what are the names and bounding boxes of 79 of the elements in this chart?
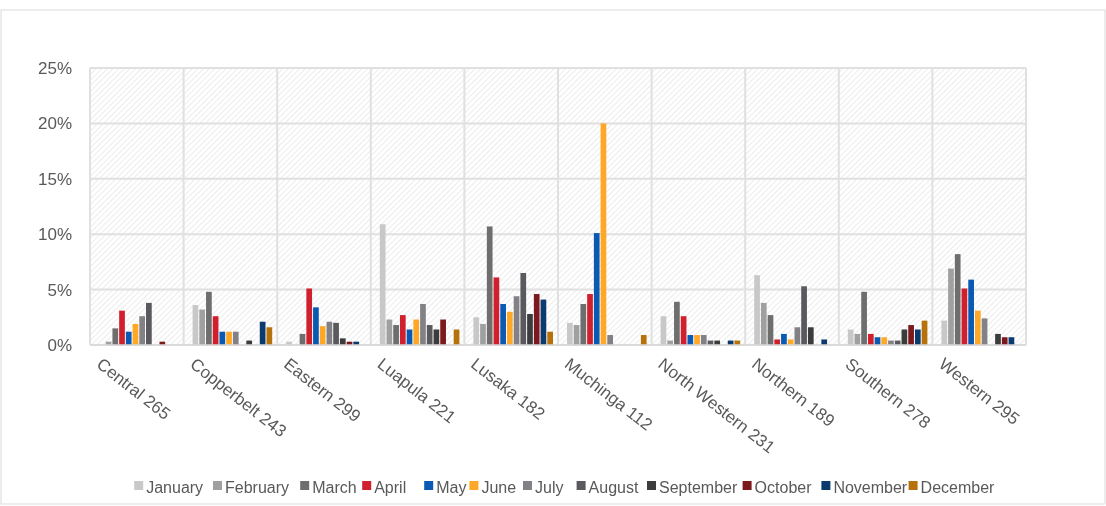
legend-label: April bbox=[374, 478, 407, 496]
y-tick-label: 15% bbox=[37, 169, 72, 189]
legend-label: February bbox=[225, 478, 290, 496]
bar bbox=[674, 301, 680, 345]
bar bbox=[413, 319, 420, 345]
bar bbox=[520, 272, 527, 345]
bar bbox=[506, 311, 513, 345]
bar bbox=[694, 335, 700, 345]
legend-label: May bbox=[436, 478, 467, 496]
bar bbox=[379, 224, 386, 345]
bar bbox=[426, 325, 433, 345]
bar bbox=[393, 325, 399, 345]
bar bbox=[547, 331, 553, 345]
bar bbox=[847, 329, 854, 345]
bar bbox=[125, 331, 132, 345]
bar bbox=[473, 317, 480, 345]
bar bbox=[219, 331, 226, 345]
bar bbox=[226, 331, 232, 345]
bar bbox=[861, 291, 867, 345]
bar bbox=[807, 327, 814, 345]
bar bbox=[119, 310, 125, 345]
bar bbox=[333, 322, 339, 345]
bar bbox=[199, 309, 206, 345]
bar bbox=[313, 307, 319, 345]
legend-label: December bbox=[920, 478, 996, 496]
bar bbox=[567, 322, 573, 345]
legend-label: September bbox=[659, 478, 738, 496]
legend-label: July bbox=[535, 478, 564, 496]
legend-label: January bbox=[146, 478, 204, 496]
bar bbox=[266, 327, 273, 345]
bar bbox=[486, 226, 493, 345]
y-tick-label: 5% bbox=[47, 280, 72, 300]
y-tick-label: 25% bbox=[37, 58, 72, 78]
bar bbox=[821, 339, 828, 345]
legend-label: November bbox=[833, 478, 908, 496]
bar bbox=[607, 335, 614, 345]
bar bbox=[781, 333, 787, 345]
bar bbox=[593, 233, 600, 345]
bar bbox=[968, 279, 974, 345]
bar bbox=[974, 310, 981, 345]
bar bbox=[500, 304, 506, 345]
legend-label: October bbox=[754, 478, 813, 496]
bar bbox=[399, 315, 406, 345]
bar bbox=[754, 275, 760, 345]
bar bbox=[440, 319, 446, 345]
bar bbox=[580, 304, 587, 345]
bar bbox=[339, 338, 346, 345]
bar bbox=[774, 339, 781, 345]
bar bbox=[640, 335, 647, 345]
bar bbox=[206, 291, 212, 345]
bar bbox=[995, 333, 1001, 345]
bar bbox=[533, 294, 540, 345]
bar bbox=[801, 286, 807, 345]
bar bbox=[700, 335, 707, 345]
bar bbox=[587, 294, 593, 345]
bar bbox=[420, 304, 426, 345]
bar bbox=[760, 302, 767, 345]
legend-label: August bbox=[588, 478, 639, 496]
bar bbox=[232, 331, 239, 345]
bar bbox=[146, 302, 152, 345]
bar bbox=[948, 268, 954, 345]
bar bbox=[527, 313, 533, 345]
bar bbox=[954, 254, 961, 345]
bar bbox=[867, 333, 874, 345]
bar bbox=[480, 323, 486, 345]
bar bbox=[908, 325, 914, 345]
y-tick-label: 20% bbox=[37, 114, 72, 134]
bar bbox=[1001, 337, 1008, 345]
y-tick-label: 10% bbox=[37, 225, 72, 245]
bar bbox=[139, 316, 146, 345]
bar bbox=[941, 320, 948, 345]
bar bbox=[881, 337, 888, 345]
bar bbox=[306, 288, 313, 345]
legend-label: June bbox=[481, 478, 517, 496]
legend-label: March bbox=[312, 478, 357, 496]
bar bbox=[687, 335, 694, 345]
bar bbox=[112, 328, 119, 345]
y-tick-label: 0% bbox=[47, 335, 72, 355]
bar bbox=[914, 329, 921, 345]
